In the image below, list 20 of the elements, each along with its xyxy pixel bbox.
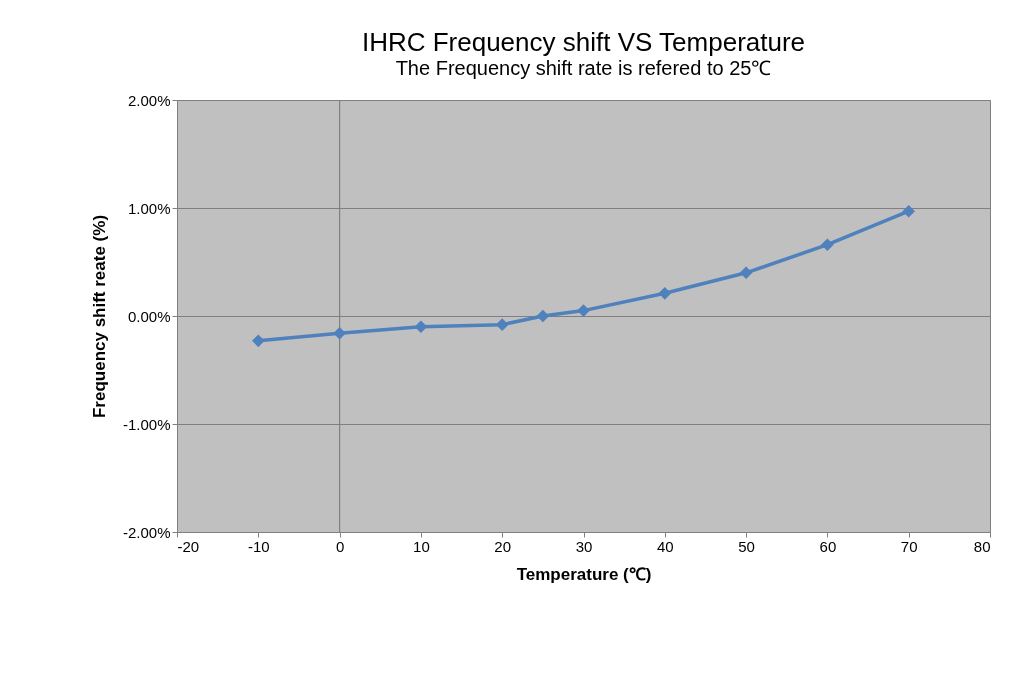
y-tick-label: 2.00% bbox=[127, 91, 171, 109]
x-tick-label: 10 bbox=[413, 537, 430, 555]
x-tick-label: 50 bbox=[738, 537, 755, 555]
y-tick-label: -1.00% bbox=[122, 415, 171, 433]
y-tick-label: -2.00% bbox=[122, 523, 171, 541]
x-tick-label: 20 bbox=[494, 537, 512, 555]
y-tick-label: 1.00% bbox=[127, 199, 171, 217]
y-tick-label: 0.00% bbox=[127, 307, 171, 325]
x-tick-label: 70 bbox=[900, 537, 918, 555]
chart-subtitle: The Frequency shift rate is refered to 25℃ bbox=[395, 57, 772, 79]
x-tick-label: -10 bbox=[247, 537, 270, 555]
y-axis-title: Frequency shift reate (%) bbox=[89, 214, 109, 419]
x-tick-label: 80 bbox=[973, 537, 991, 555]
x-tick-label: 60 bbox=[819, 537, 837, 555]
x-tick-label: 0 bbox=[335, 537, 345, 555]
x-tick-label: 40 bbox=[656, 537, 674, 555]
chart-title: IHRC Frequency shift VS Temperature bbox=[361, 27, 806, 57]
x-tick-label: 30 bbox=[575, 537, 593, 555]
x-axis-title: Temperature (℃) bbox=[516, 564, 652, 584]
x-tick-label: -20 bbox=[177, 537, 200, 555]
